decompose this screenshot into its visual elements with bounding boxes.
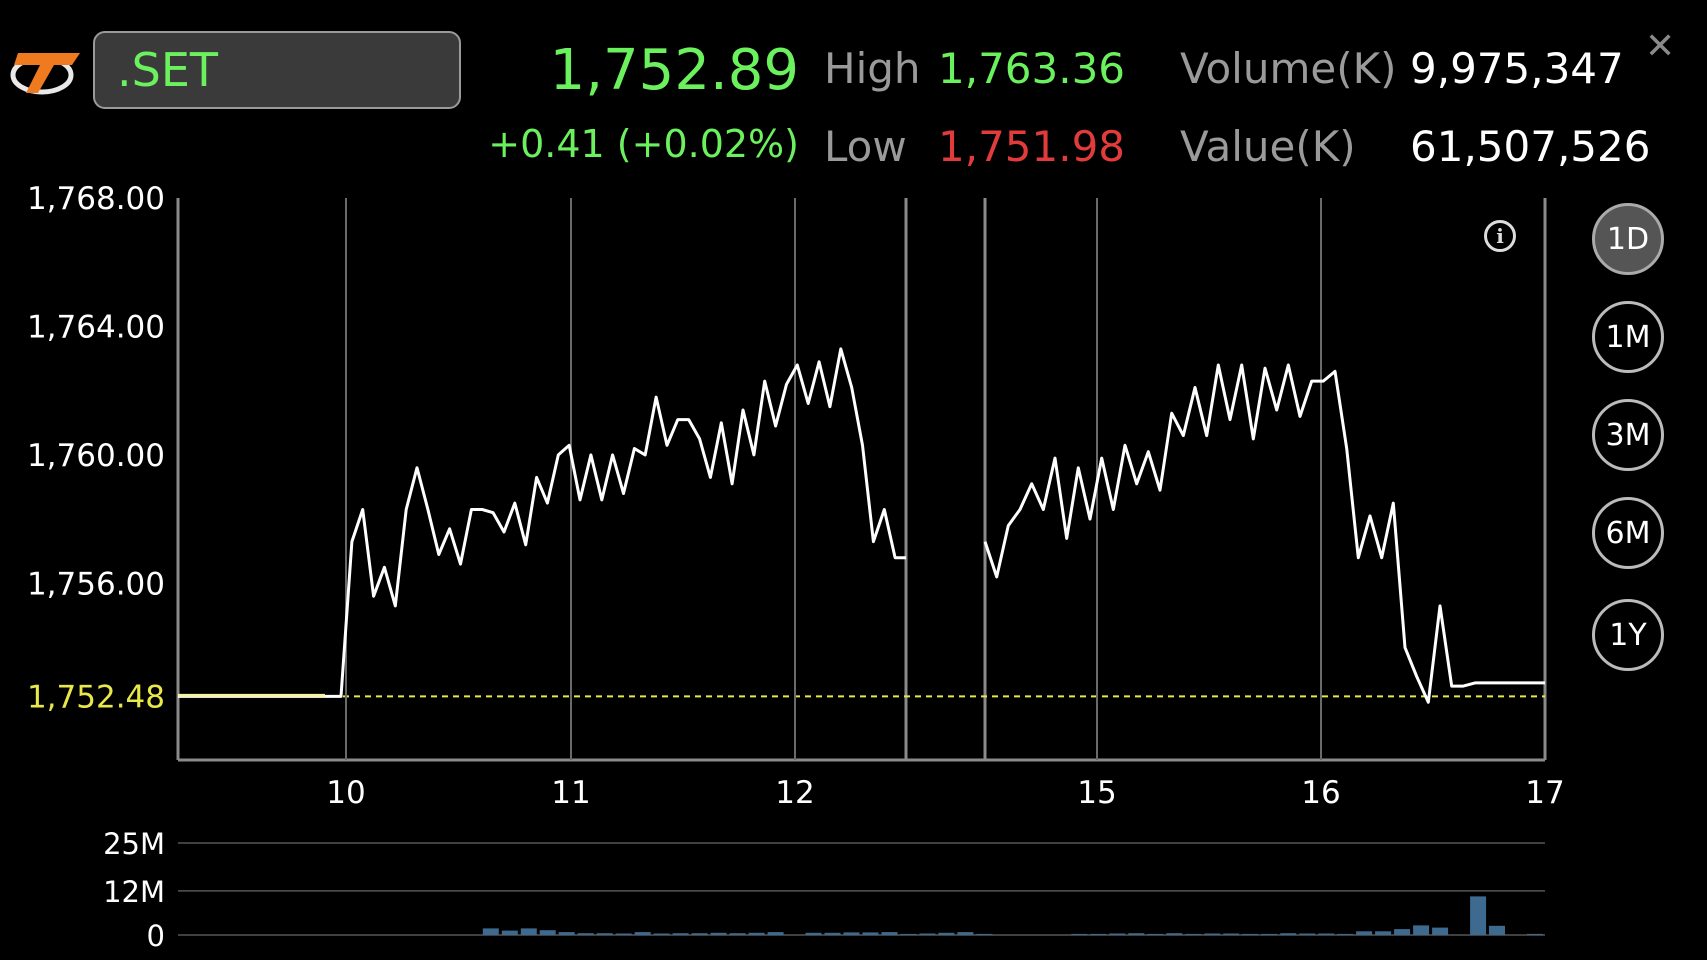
volume-bar [672, 933, 689, 935]
volume-bar [729, 933, 746, 935]
x-tick-label: 16 [1301, 775, 1340, 811]
volume-bar [881, 932, 898, 935]
volume-tick-label: 25M [103, 827, 165, 861]
volume-label: Volume(K) [1180, 44, 1397, 93]
volume-bar [767, 932, 784, 935]
volume-bar [539, 930, 556, 935]
volume-bar [1413, 925, 1430, 935]
price-change: +0.41 (+0.02%) [488, 122, 799, 166]
volume-tick-label: 0 [147, 919, 165, 953]
price-line-afternoon [983, 363, 1545, 704]
volume-bar [1375, 931, 1392, 935]
volume-bar [957, 932, 974, 935]
symbol-search-field[interactable]: .SET [93, 31, 461, 109]
reference-label: 1,752.48 [27, 679, 165, 715]
x-tick-label: 12 [775, 775, 814, 811]
brand-logo-icon [10, 53, 80, 95]
volume-bar [691, 933, 708, 935]
volume-bar [1166, 933, 1183, 935]
volume-bar [919, 933, 936, 935]
range-label: 1M [1605, 319, 1651, 355]
info-icon[interactable]: i [1484, 220, 1516, 252]
volume-bar [938, 932, 955, 935]
y-tick-label: 1,756.00 [27, 566, 165, 602]
volume-bar [1204, 933, 1221, 935]
last-price: 1,752.89 [549, 38, 799, 103]
volume-bar [824, 932, 841, 935]
symbol-text: .SET [117, 43, 218, 97]
volume-bar [900, 933, 917, 935]
range-button-1m[interactable]: 1M [1592, 301, 1664, 373]
volume-bar [501, 930, 518, 935]
y-tick-label: 1,760.00 [27, 438, 165, 474]
volume-bar [1299, 933, 1316, 935]
volume-bar [1318, 933, 1335, 935]
volume-bar [558, 932, 575, 935]
volume-bar [1261, 933, 1278, 935]
volume-bar [596, 933, 613, 935]
high-label: High [824, 44, 921, 93]
y-tick-label: 1,768.00 [27, 181, 165, 217]
volume-bar [520, 928, 537, 935]
volume-bar [1470, 896, 1487, 935]
volume-bar [1242, 933, 1259, 935]
low-value: 1,751.98 [938, 122, 1126, 171]
volume-bar [976, 933, 993, 935]
x-tick-label: 11 [551, 775, 590, 811]
low-label: Low [824, 122, 907, 171]
price-chart: 1,768.00 1,764.00 1,760.00 1,756.00 1,752.48… [27, 181, 1565, 953]
volume-bar [1147, 933, 1164, 935]
volume-tick-label: 12M [103, 875, 165, 909]
volume-bar [1280, 933, 1297, 935]
volume-bar [1356, 931, 1373, 935]
value-label: Value(K) [1180, 122, 1356, 171]
range-label: 6M [1605, 515, 1651, 551]
volume-bar [577, 933, 594, 935]
x-tick-label: 10 [326, 775, 365, 811]
volume-bar [1337, 933, 1354, 935]
volume-bar [843, 932, 860, 935]
range-button-6m[interactable]: 6M [1592, 497, 1664, 569]
volume-bar [1128, 933, 1145, 935]
range-label: 1D [1606, 221, 1650, 257]
volume-bar [1394, 929, 1411, 935]
high-value: 1,763.36 [938, 44, 1126, 93]
volume-bar [1090, 933, 1107, 935]
y-tick-label: 1,764.00 [27, 309, 165, 345]
x-tick-label: 15 [1077, 775, 1116, 811]
volume-bar [1489, 925, 1505, 935]
volume-bar [1109, 933, 1126, 935]
x-tick-label: 17 [1525, 775, 1564, 811]
volume-bar [1432, 927, 1449, 935]
volume-value: 9,975,347 [1410, 44, 1624, 93]
volume-bar [482, 928, 499, 935]
volume-bar [748, 932, 765, 935]
volume-bar [710, 932, 727, 935]
range-button-1y[interactable]: 1Y [1592, 599, 1664, 671]
volume-bar [615, 933, 632, 935]
range-label: 1Y [1609, 617, 1647, 653]
range-label: 3M [1605, 417, 1651, 453]
price-line-morning [178, 347, 906, 698]
volume-bar [634, 932, 651, 935]
volume-bar [805, 932, 822, 935]
range-button-1d[interactable]: 1D [1592, 203, 1664, 275]
volume-bar [862, 932, 879, 935]
range-button-3m[interactable]: 3M [1592, 399, 1664, 471]
value-value: 61,507,526 [1410, 122, 1651, 171]
close-icon[interactable]: ✕ [1645, 26, 1676, 67]
volume-bar [1185, 933, 1202, 935]
volume-bar [653, 933, 670, 935]
volume-bar [1223, 933, 1240, 935]
volume-bar [1071, 933, 1088, 935]
volume-bar [1527, 933, 1543, 935]
